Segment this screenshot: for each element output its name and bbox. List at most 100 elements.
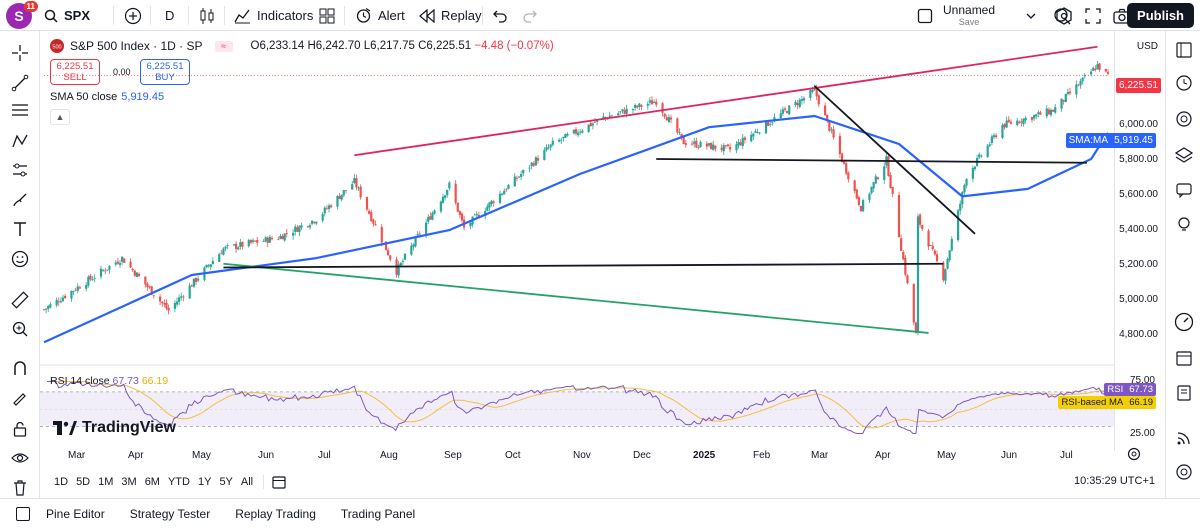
range-button[interactable]: 1M: [98, 476, 114, 488]
notes-button[interactable]: [1173, 382, 1195, 404]
layout-menu-button[interactable]: [1026, 0, 1036, 31]
candle-body: [653, 101, 656, 103]
layout-checkbox[interactable]: [917, 0, 933, 31]
candle-body: [513, 176, 516, 187]
publish-label: Publish: [1137, 8, 1184, 23]
candle-body: [104, 270, 107, 272]
candle-body: [490, 200, 493, 205]
candle-body: [425, 222, 428, 236]
candle-body: [1003, 123, 1006, 128]
layout-name-button[interactable]: Unnamed Save: [943, 0, 995, 31]
candle-body: [608, 115, 611, 118]
sma-legend[interactable]: SMA 50 close 5,919.45: [50, 91, 164, 103]
help-button[interactable]: [1173, 461, 1195, 483]
candle-body: [399, 262, 402, 267]
compare-symbol-button[interactable]: [124, 0, 142, 31]
interval-label: D: [165, 8, 175, 23]
alerts-panel-button[interactable]: [1173, 72, 1195, 94]
calendar-range-icon[interactable]: [272, 475, 286, 489]
measure-tool[interactable]: [9, 289, 31, 311]
layers-button[interactable]: [1173, 144, 1195, 166]
candle-body: [93, 277, 96, 279]
range-button[interactable]: 3M: [121, 476, 137, 488]
tab-replay-trading[interactable]: Replay Trading: [235, 507, 316, 521]
candle-body: [695, 140, 698, 148]
range-button[interactable]: 1D: [54, 476, 69, 488]
ideas-button[interactable]: [1173, 214, 1195, 236]
templates-button[interactable]: [319, 0, 335, 31]
search-icon: [44, 9, 58, 23]
collapse-legend-button[interactable]: ▲: [50, 109, 70, 125]
chart-type-button[interactable]: [199, 0, 215, 31]
symbol-search[interactable]: SPX: [44, 0, 90, 31]
alert-button[interactable]: Alert: [355, 0, 405, 31]
candle-body: [277, 239, 280, 240]
tab-trading-panel[interactable]: Trading Panel: [340, 507, 416, 521]
streams-button[interactable]: [1173, 427, 1195, 449]
range-button[interactable]: YTD: [167, 476, 190, 488]
range-button[interactable]: 6M: [144, 476, 160, 488]
candle-body: [625, 108, 628, 114]
candle-body: [714, 145, 717, 149]
layout-name: Unnamed: [943, 2, 996, 17]
calendar-button[interactable]: [1173, 347, 1195, 369]
chart-pane[interactable]: 500 S&P 500 Index · 1D · SP ≈ O6,233.14 …: [40, 31, 1166, 498]
redo-button[interactable]: [522, 0, 538, 31]
stay-in-drawing-tool[interactable]: [9, 387, 31, 409]
axis-settings-button[interactable]: [1127, 447, 1141, 466]
hotlists-button[interactable]: [1173, 311, 1195, 333]
candle-body: [756, 132, 759, 133]
candle-body: [325, 208, 328, 210]
candle-body: [942, 262, 945, 281]
crosshair-tool[interactable]: [9, 42, 31, 64]
brush-tool[interactable]: [9, 189, 31, 211]
tab-pine-editor[interactable]: Pine Editor: [46, 507, 105, 521]
candle-body: [564, 133, 567, 138]
chat-button[interactable]: [1173, 179, 1195, 201]
sma-legend-value: 5,919.45: [121, 91, 165, 103]
remove-drawings-tool[interactable]: [9, 477, 31, 499]
user-avatar[interactable]: S 11: [6, 1, 38, 29]
lock-drawings-tool[interactable]: [9, 418, 31, 440]
candle-body: [173, 303, 176, 309]
hide-drawings-tool[interactable]: [9, 447, 31, 469]
interval-button[interactable]: D: [165, 0, 174, 31]
time-axis[interactable]: Mar Apr May Jun Jul Aug Sep Oct Nov Dec …: [40, 445, 1114, 463]
range-button[interactable]: 5Y: [219, 476, 233, 488]
text-tool[interactable]: [9, 218, 31, 240]
time-tick: Apr: [128, 450, 144, 461]
replay-button[interactable]: Replay: [419, 0, 481, 31]
range-button[interactable]: 1Y: [197, 476, 212, 488]
expand-panel-icon[interactable]: [16, 507, 30, 521]
candle-body: [1020, 121, 1023, 123]
pattern-tool[interactable]: [9, 130, 31, 152]
range-button[interactable]: All: [240, 476, 254, 488]
icon-tool[interactable]: [9, 248, 31, 270]
zoom-tool[interactable]: [9, 318, 31, 340]
trend-line-tool[interactable]: [9, 72, 31, 94]
candle-body: [798, 99, 801, 107]
tab-strategy-tester[interactable]: Strategy Tester: [129, 507, 211, 521]
candle-body: [536, 158, 540, 161]
chart-settings-button[interactable]: [1055, 0, 1073, 31]
flag-icon[interactable]: ≈: [214, 40, 233, 52]
indicators-button[interactable]: Indicators: [234, 0, 313, 31]
horizontal-lines-tool[interactable]: [9, 99, 31, 121]
buy-button[interactable]: 6,225.51 BUY: [140, 59, 190, 85]
candle-body: [330, 205, 333, 208]
timezone-clock[interactable]: 10:35:29 UTC+1: [1073, 475, 1155, 487]
data-window-button[interactable]: [1173, 108, 1195, 130]
magnet-tool[interactable]: [9, 357, 31, 379]
undo-button[interactable]: [492, 0, 508, 31]
tradingview-logo[interactable]: TradingView: [53, 419, 176, 437]
price-axis[interactable]: USD 6,000.00 5,800.00 5,600.00 5,400.00 …: [1114, 31, 1166, 451]
price-chart[interactable]: [40, 31, 1166, 498]
prediction-tool[interactable]: [9, 159, 31, 181]
range-button[interactable]: 5D: [76, 476, 91, 488]
publish-button[interactable]: Publish: [1127, 3, 1194, 28]
sell-button[interactable]: 6,225.51 SELL: [50, 59, 100, 85]
fullscreen-button[interactable]: [1085, 0, 1101, 31]
rsi-legend[interactable]: RSI 14 close 67.73 66.19: [50, 375, 168, 387]
pencil-lock-icon: [13, 393, 26, 406]
watchlist-button[interactable]: [1173, 39, 1195, 61]
